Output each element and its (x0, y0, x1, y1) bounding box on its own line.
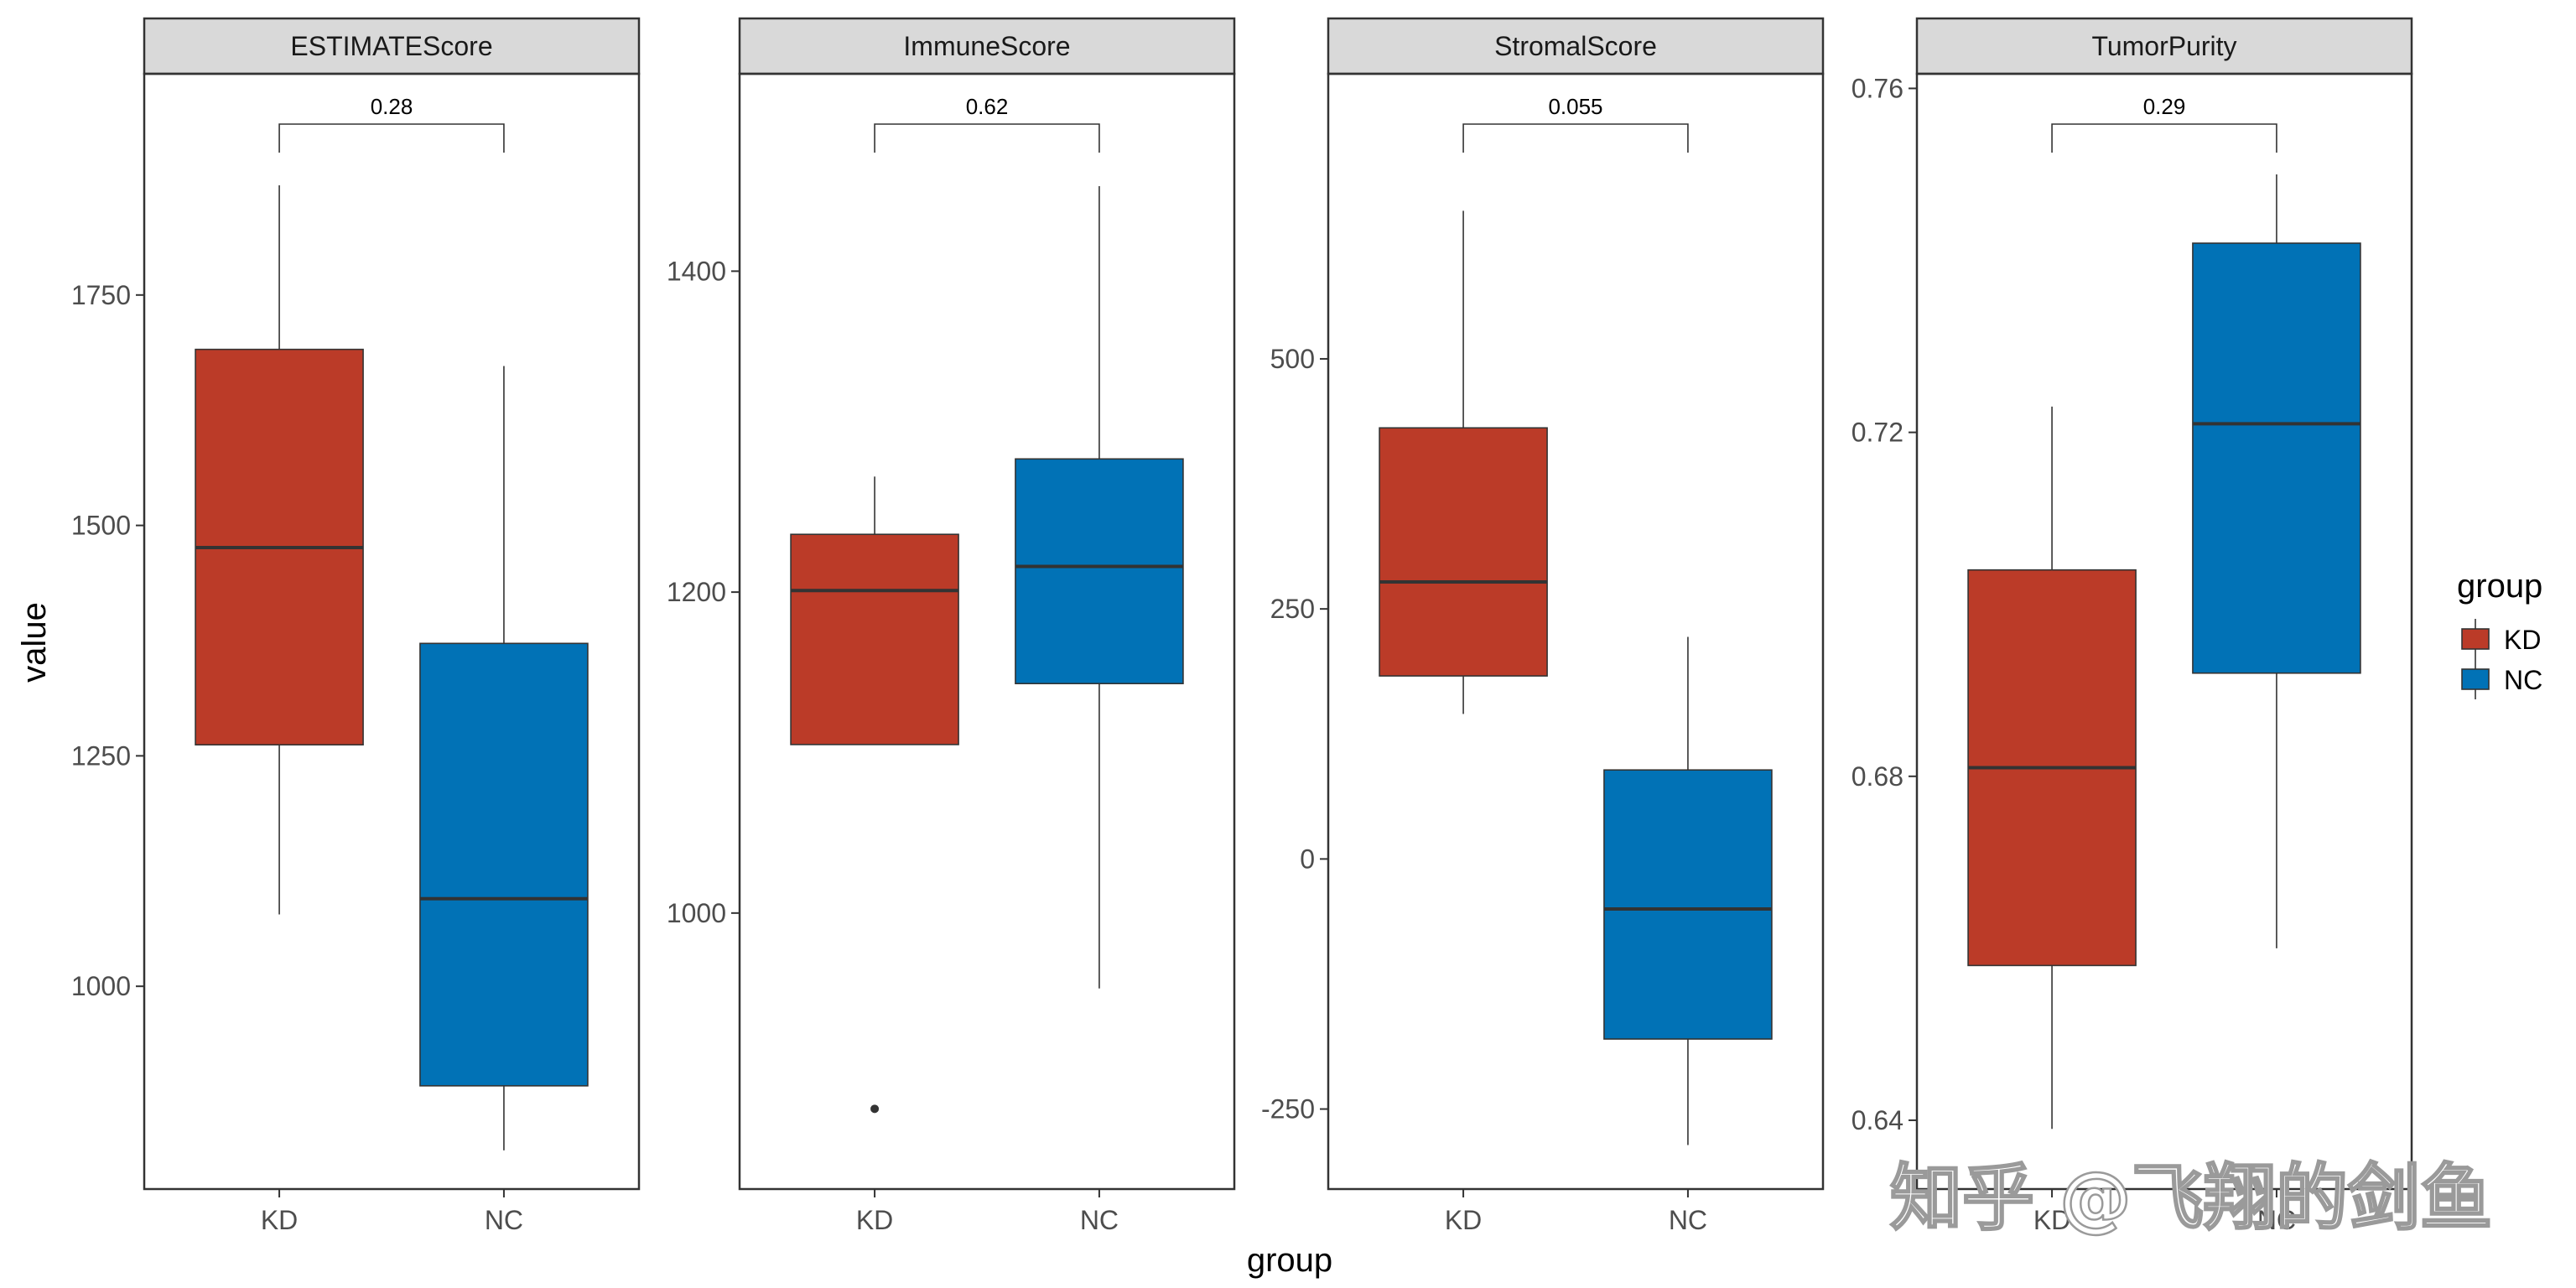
y-tick-label: 0.68 (1852, 761, 1903, 792)
box-nc (2192, 174, 2361, 948)
panel-border (1915, 72, 2413, 1191)
y-tick-label: 0.64 (1852, 1105, 1903, 1135)
y-tick-label: 1250 (71, 740, 131, 771)
box-body (1015, 458, 1184, 684)
box-body (419, 642, 589, 1087)
legend-key (2461, 628, 2490, 650)
y-tick-label: 0 (1300, 844, 1315, 874)
facet-strip (1327, 17, 1825, 75)
facet-strip (143, 17, 641, 75)
x-tick-label: NC (1080, 1205, 1119, 1235)
y-tick-label: 250 (1270, 594, 1315, 624)
facet-strip (1915, 17, 2413, 75)
facet-strip-label: TumorPurity (2091, 31, 2236, 61)
box-kd (790, 476, 959, 1114)
box-body (790, 533, 959, 745)
significance-bracket (2051, 123, 2277, 153)
significance-bracket (1462, 123, 1689, 153)
box-body (2192, 242, 2361, 674)
significance-bracket (874, 123, 1100, 153)
box-nc (419, 366, 589, 1150)
box-nc (1603, 636, 1773, 1145)
legend-item-kd: KD (2461, 619, 2541, 659)
legend-key (2461, 668, 2490, 690)
p-value-label: 0.29 (2143, 94, 2186, 119)
box-kd (1967, 406, 2137, 1130)
facet-panel-immunescore: ImmuneScore 1000 1200 1400 KD NC 0.62 (667, 17, 1236, 1235)
legend: group KD NC (2457, 568, 2542, 699)
y-tick-label: 0.72 (1852, 418, 1903, 448)
p-value-label: 0.28 (371, 94, 413, 119)
legend-item-nc: NC (2461, 659, 2542, 699)
p-value-label: 0.62 (966, 94, 1009, 119)
facet-strip-label: StromalScore (1494, 31, 1657, 61)
x-tick-label: KD (1445, 1205, 1482, 1235)
x-tick-label: NC (2257, 1205, 2296, 1235)
legend-label: NC (2504, 665, 2542, 695)
box-kd (195, 185, 364, 915)
p-value-label: 0.055 (1548, 94, 1602, 119)
facet-panel-stromalscore: StromalScore -250 0 250 500 KD NC 0.055 (1261, 17, 1825, 1235)
y-axis-title: value (16, 602, 53, 683)
panel-border (738, 72, 1236, 1191)
facet-strip (738, 17, 1236, 75)
significance-bracket (278, 123, 505, 153)
facet-panel-estimatescore: ESTIMATEScore 1000 1250 1500 1750 KD NC 0.28 (71, 17, 641, 1235)
y-tick-label: -250 (1261, 1094, 1315, 1124)
box-body (1379, 427, 1548, 677)
facet-strip-label: ImmuneScore (903, 31, 1070, 61)
y-tick-label: 500 (1270, 344, 1315, 374)
x-tick-label: KD (261, 1205, 298, 1235)
watermark: 知乎 @飞翔的剑鱼 (1890, 1156, 2492, 1240)
legend-title: group (2457, 568, 2542, 605)
x-tick-label: KD (856, 1205, 893, 1235)
y-tick-label: 1500 (71, 511, 131, 541)
facet-panel-tumorpurity: TumorPurity 0.64 0.68 0.72 0.76 KD NC 0.29 (1852, 17, 2413, 1235)
y-tick-label: 1000 (71, 971, 131, 1001)
y-tick-label: 0.76 (1852, 73, 1903, 103)
panel-border (143, 72, 641, 1191)
x-tick-label: KD (2033, 1205, 2070, 1235)
box-body (1603, 769, 1773, 1040)
outlier-point (870, 1104, 880, 1114)
y-tick-label: 1750 (71, 280, 131, 310)
facet-panels: ESTIMATEScore 1000 1250 1500 1750 KD NC 0.28 Imm… (71, 17, 2413, 1235)
y-tick-label: 1000 (667, 898, 726, 928)
panel-border (1327, 72, 1825, 1191)
y-tick-label: 1200 (667, 577, 726, 607)
x-tick-label: NC (485, 1205, 523, 1235)
box-nc (1015, 185, 1184, 989)
box-kd (1379, 210, 1548, 714)
facet-strip-label: ESTIMATEScore (290, 31, 492, 61)
legend-label: KD (2504, 625, 2541, 655)
y-tick-label: 1400 (667, 256, 726, 286)
x-axis-title: group (1247, 1242, 1332, 1279)
x-tick-label: NC (1669, 1205, 1707, 1235)
